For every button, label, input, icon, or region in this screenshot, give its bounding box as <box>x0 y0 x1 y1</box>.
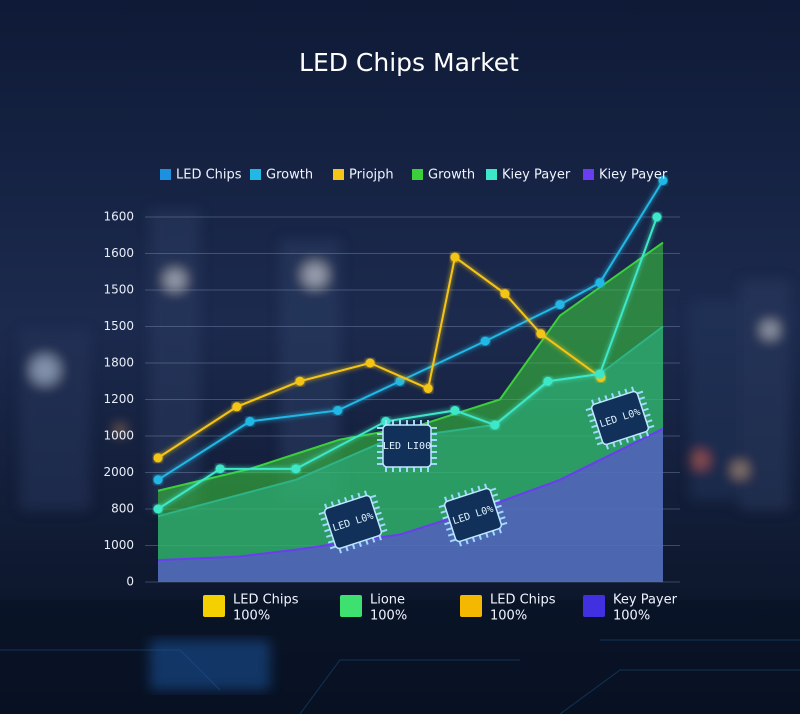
y-tick-label: 1200 <box>103 392 134 406</box>
legend-label: LED Chips <box>490 593 556 608</box>
legend-label: Priojph <box>349 168 394 183</box>
chip-annotation: LED LI00 <box>377 420 437 472</box>
point <box>153 504 163 514</box>
line <box>157 179 664 481</box>
point <box>333 405 343 415</box>
legend-value: 100% <box>233 609 270 624</box>
chip-body <box>382 424 432 468</box>
circuit-floor <box>0 600 800 714</box>
area <box>158 428 663 582</box>
y-tick-label: 2000 <box>103 465 134 479</box>
area-edge <box>157 427 664 562</box>
point <box>652 212 662 222</box>
legend-swatch <box>583 169 594 180</box>
legend-swatch <box>486 169 497 180</box>
point <box>365 358 375 368</box>
point <box>595 369 605 379</box>
y-tick-label: 1500 <box>103 283 134 297</box>
legend-swatch <box>203 595 225 617</box>
legend-swatch <box>250 169 261 180</box>
chip-body <box>323 494 383 550</box>
y-tick-label: 1000 <box>103 429 134 443</box>
legend-label: Kiey Payer <box>599 168 668 183</box>
legend-swatch <box>412 169 423 180</box>
point <box>490 420 500 430</box>
legend-value: 100% <box>613 609 650 624</box>
point <box>658 176 668 185</box>
legend-label: LED Chips <box>176 168 242 183</box>
chip-label: LED LI00 <box>383 441 431 452</box>
legend-label: Key Payer <box>613 593 678 608</box>
chip-glow <box>150 640 270 690</box>
chip-annotation: LED L0% <box>585 386 655 450</box>
legend-label: Lione <box>370 593 405 608</box>
legend-swatch <box>333 169 344 180</box>
y-tick-label: 1000 <box>103 538 134 552</box>
point <box>423 384 433 394</box>
point <box>543 376 553 386</box>
y-tick-label: 800 <box>111 502 134 516</box>
y-tick-label: 1800 <box>103 356 134 370</box>
point <box>215 464 225 474</box>
legend-value: 100% <box>490 609 527 624</box>
point <box>500 289 510 299</box>
legend-swatch <box>340 595 362 617</box>
point <box>232 402 242 412</box>
point <box>536 329 546 339</box>
point <box>291 464 301 474</box>
legend-value: 100% <box>370 609 407 624</box>
chip-annotation: LED L0% <box>318 490 388 554</box>
legend-swatch <box>460 595 482 617</box>
city-backdrop <box>20 210 790 510</box>
legend-swatch <box>583 595 605 617</box>
point <box>245 416 255 426</box>
chip-body <box>443 487 503 543</box>
point <box>153 453 163 463</box>
point <box>153 475 163 485</box>
legend-label: Growth <box>428 168 475 183</box>
point <box>450 405 460 415</box>
y-tick-label: 1500 <box>103 319 134 333</box>
point <box>555 300 565 310</box>
legend-label: Kiey Payer <box>502 168 571 183</box>
chip-annotation: LED L0% <box>438 483 508 547</box>
legend-label: LED Chips <box>233 593 299 608</box>
chart-title: LED Chips Market <box>299 48 519 77</box>
chip-body <box>590 390 650 446</box>
point <box>595 278 605 288</box>
y-tick-label: 0 <box>126 575 134 589</box>
y-tick-label: 1600 <box>103 246 134 260</box>
y-tick-label: 1600 <box>103 210 134 224</box>
point <box>395 376 405 386</box>
legend-label: Growth <box>266 168 313 183</box>
point <box>450 252 460 262</box>
point <box>295 376 305 386</box>
legend-swatch <box>160 169 171 180</box>
point <box>480 336 490 346</box>
